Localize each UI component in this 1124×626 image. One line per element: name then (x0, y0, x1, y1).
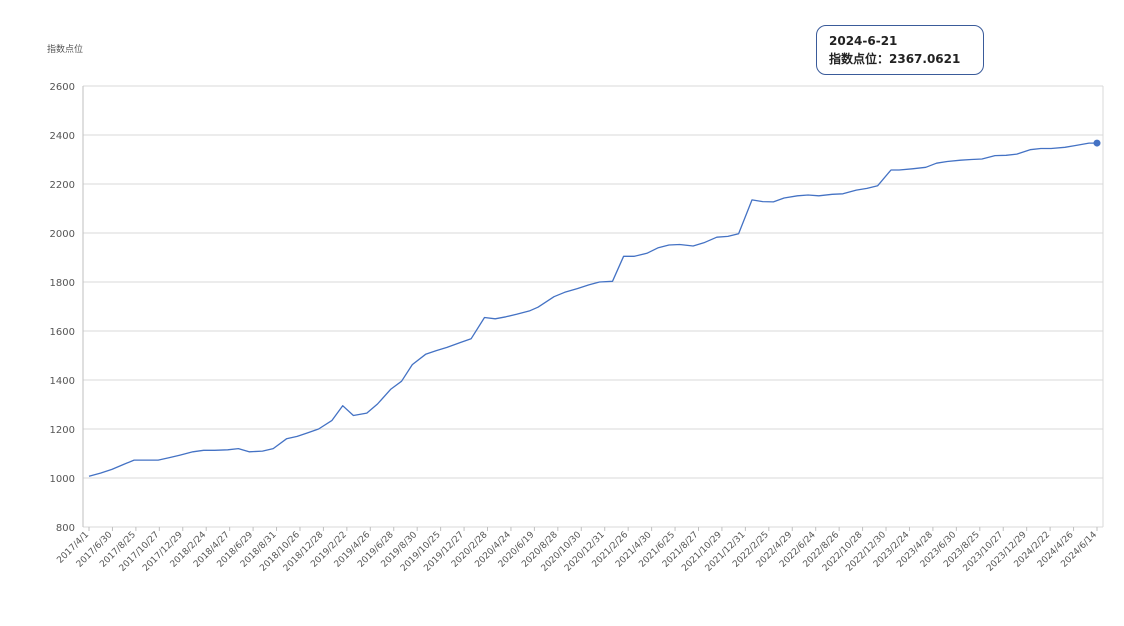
y-tick-label: 1600 (50, 327, 75, 338)
tooltip-value: 指数点位：2367.0621 (829, 52, 961, 66)
tooltip-date: 2024-6-21 (829, 34, 898, 48)
y-axis: 800 1000 1200 1400 1600 1800 2000 2200 2400 2600 (50, 82, 84, 534)
y-tick-label: 1000 (50, 474, 75, 485)
y-tick-label: 800 (56, 523, 75, 534)
y-tick-label: 2600 (50, 82, 75, 93)
highlight-point (1093, 139, 1101, 147)
series-line (88, 142, 1097, 477)
grid-lines (83, 85, 1104, 528)
y-tick-label: 2000 (50, 229, 75, 240)
series-layer (88, 139, 1101, 477)
y-tick-label: 2200 (50, 180, 75, 191)
y-axis-unit-label: 指数点位 (47, 45, 84, 55)
x-axis: 2017/4/12017/6/302017/8/252017/10/272017… (55, 527, 1099, 574)
data-tooltip: 2024-6-21 指数点位：2367.0621 (816, 25, 984, 75)
y-tick-label: 1800 (50, 278, 75, 289)
y-tick-label: 1400 (50, 376, 75, 387)
y-tick-label: 2400 (50, 131, 75, 142)
y-tick-label: 1200 (50, 425, 75, 436)
